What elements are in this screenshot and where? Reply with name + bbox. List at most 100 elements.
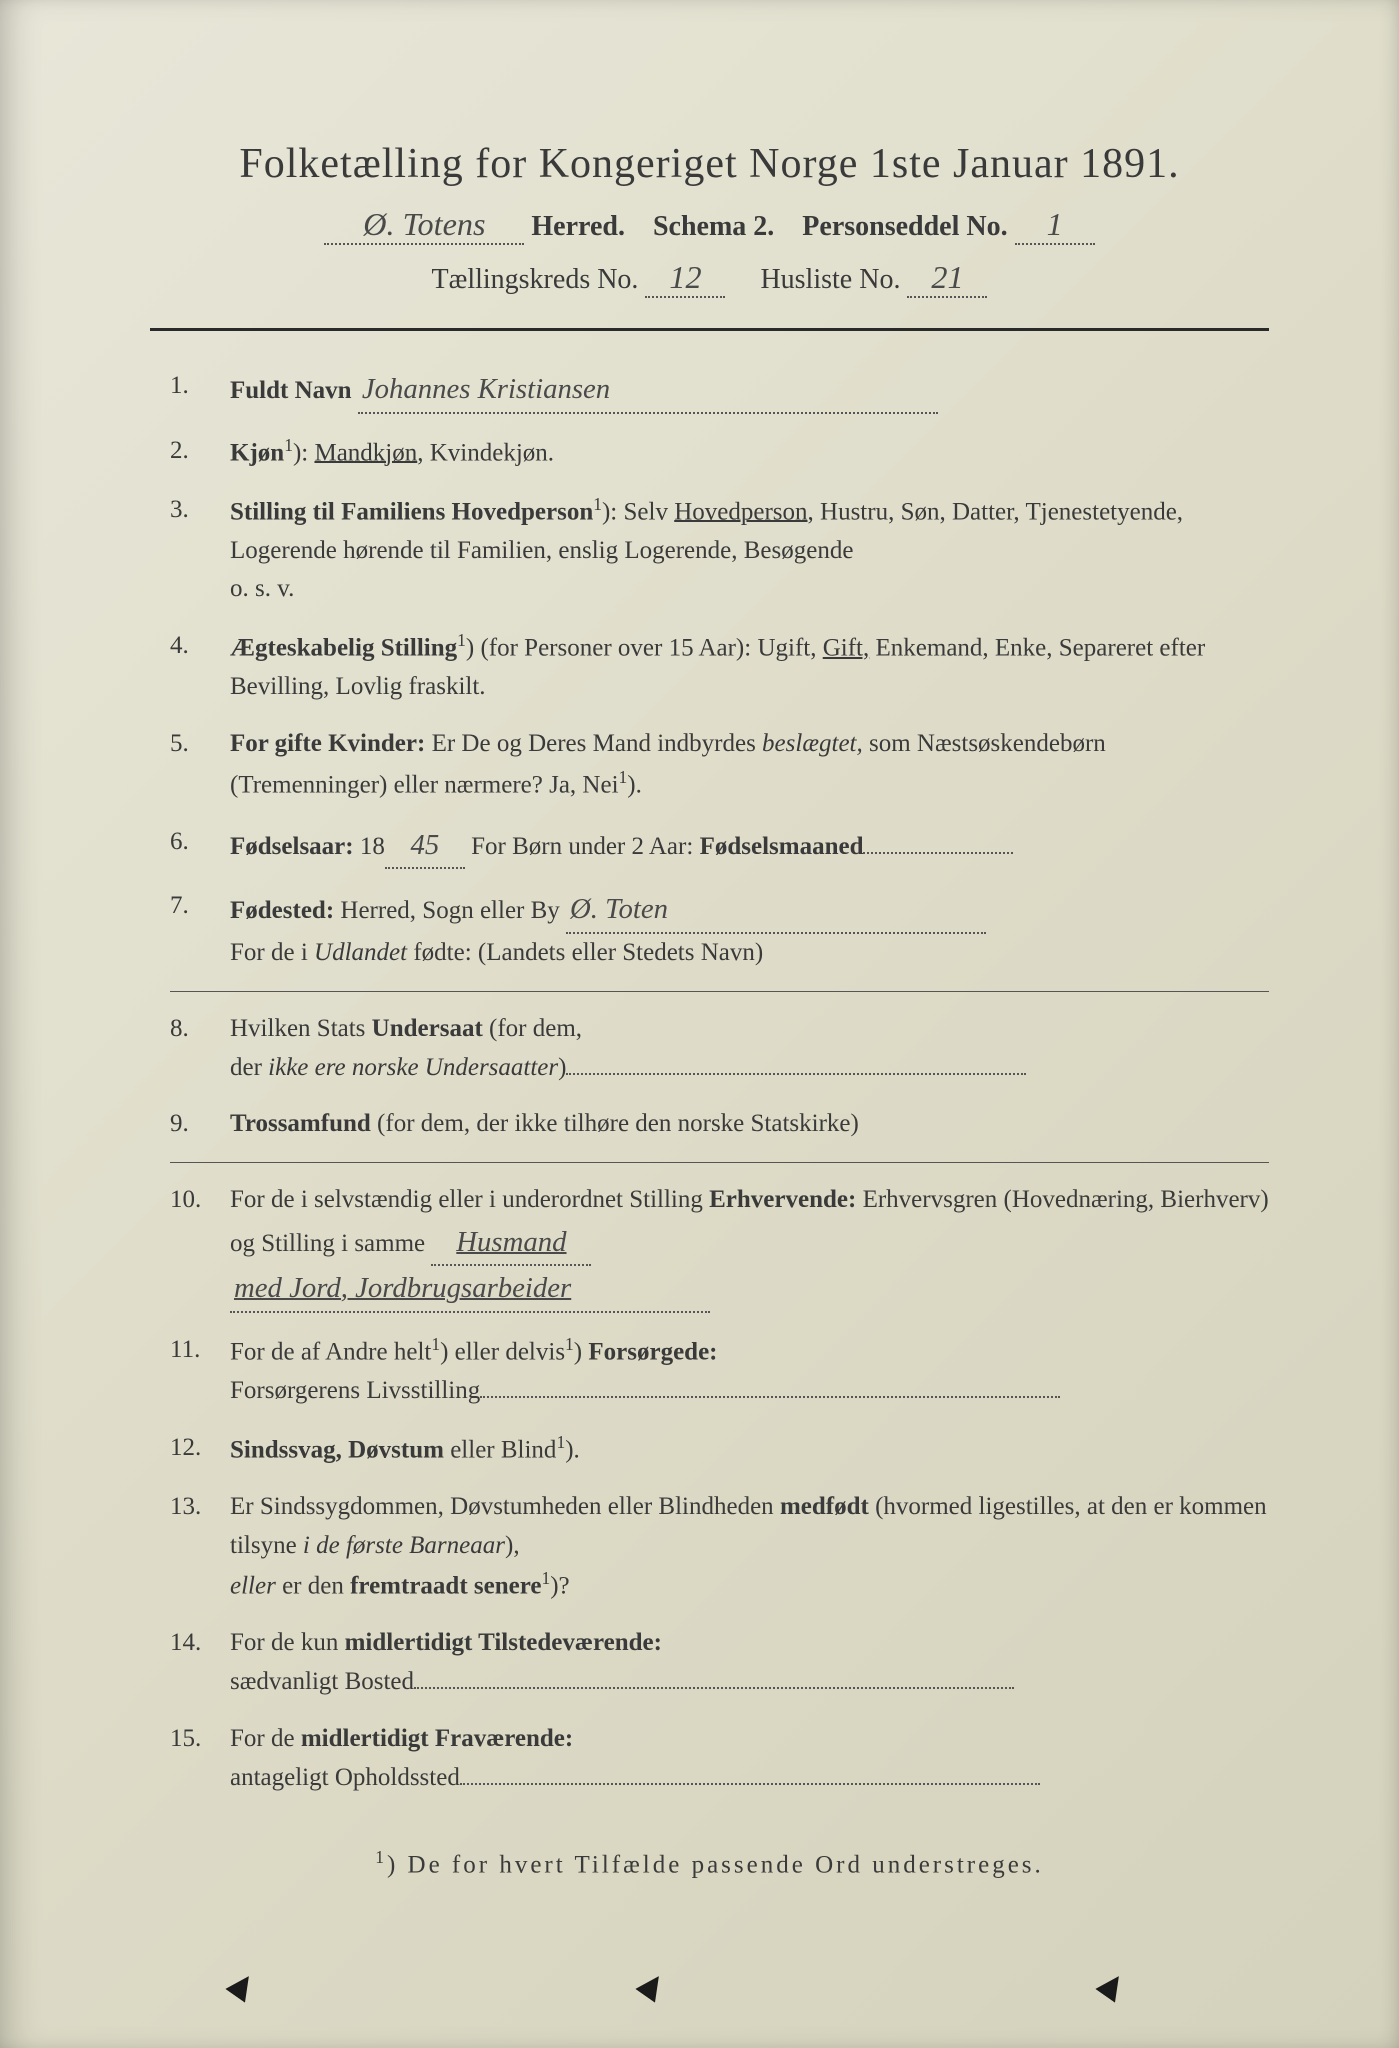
hovedperson: Hovedperson: [674, 498, 807, 525]
label: medfødt: [780, 1493, 869, 1520]
field-label: Undersaat: [372, 1015, 483, 1042]
provider: [480, 1396, 1060, 1398]
item-9: 9. Trossamfund (for dem, der ikke tilhør…: [170, 1105, 1269, 1144]
text: Er De og Deres Mand indbyrdes: [425, 730, 762, 757]
field-label: Fuldt Navn: [230, 377, 352, 404]
text: ) eller delvis: [440, 1338, 565, 1365]
item-num: 5.: [170, 725, 230, 805]
personseddel-no: 1: [1015, 206, 1095, 245]
binding-mark-icon: [1095, 1969, 1128, 2002]
text: For de kun: [230, 1629, 345, 1656]
text: ): [558, 1054, 566, 1081]
gender-female: Kvindekjøn.: [430, 439, 554, 466]
italic: i de første Barneaar: [303, 1532, 505, 1559]
item-body: For de midlertidigt Fraværende: antageli…: [230, 1720, 1269, 1798]
text: sædvanligt Bosted: [230, 1668, 414, 1695]
header-line-2: Ø. Totens Herred. Schema 2. Personseddel…: [150, 206, 1269, 245]
label: fremtraadt senere: [350, 1573, 541, 1600]
item-13: 13. Er Sindssygdommen, Døvstumheden elle…: [170, 1488, 1269, 1607]
field-label: Trossamfund: [230, 1110, 371, 1137]
mid-separator: [170, 991, 1269, 992]
text: ) (for Personer over 15 Aar): Ugift,: [466, 635, 823, 662]
text: antageligt Opholdssted: [230, 1764, 460, 1791]
text: )?: [550, 1573, 569, 1600]
field-label: Sindssvag, Døvstum: [230, 1436, 444, 1463]
item-4: 4. Ægteskabelig Stilling1) (for Personer…: [170, 627, 1269, 707]
text: Herred, Sogn eller By: [334, 897, 560, 924]
field-label: midlertidigt Tilstedeværende:: [345, 1629, 662, 1656]
item-num: 1.: [170, 367, 230, 414]
sup: 1: [457, 630, 466, 650]
whereabouts: [460, 1783, 1040, 1785]
text: (for dem,: [483, 1015, 582, 1042]
item-num: 13.: [170, 1488, 230, 1607]
item-6: 6. Fødselsaar: 1845 For Børn under 2 Aar…: [170, 823, 1269, 870]
text: For de af Andre helt: [230, 1338, 431, 1365]
name-value: Johannes Kristiansen: [358, 367, 938, 414]
item-body: Fødested: Herred, Sogn eller By Ø. Toten…: [230, 887, 1269, 972]
sup: 1: [556, 1432, 565, 1452]
item-num: 15.: [170, 1720, 230, 1798]
citizenship: [566, 1073, 1026, 1075]
binding-mark-icon: [225, 1969, 258, 2002]
item-num: 12.: [170, 1429, 230, 1470]
field-label: Forsørgede:: [588, 1338, 717, 1365]
text: der: [230, 1054, 268, 1081]
item-body: Stilling til Familiens Hovedperson1): Se…: [230, 491, 1269, 610]
item-body: Er Sindssygdommen, Døvstumheden eller Bl…: [230, 1488, 1269, 1607]
item-2: 2. Kjøn1): Mandkjøn, Kvindekjøn.: [170, 432, 1269, 473]
item-num: 3.: [170, 491, 230, 610]
italic: Udlandet: [314, 939, 407, 966]
item-num: 7.: [170, 887, 230, 972]
item-body: Kjøn1): Mandkjøn, Kvindekjøn.: [230, 432, 1269, 473]
osv: o. s. v.: [230, 575, 294, 602]
italic: ikke ere norske Undersaatter: [268, 1054, 558, 1081]
sup: 1: [619, 767, 628, 787]
header-separator: [150, 328, 1269, 331]
item-15: 15. For de midlertidigt Fraværende: anta…: [170, 1720, 1269, 1798]
header-line-3: Tællingskreds No. 12 Husliste No. 21: [150, 259, 1269, 298]
item-body: Fuldt Navn Johannes Kristiansen: [230, 367, 1269, 414]
text: For de i selvstændig eller i underordnet…: [230, 1186, 709, 1213]
item-num: 2.: [170, 432, 230, 473]
item-11: 11. For de af Andre helt1) eller delvis1…: [170, 1331, 1269, 1411]
sep: ,: [417, 439, 430, 466]
sup: 1: [593, 494, 602, 514]
item-7: 7. Fødested: Herred, Sogn eller By Ø. To…: [170, 887, 1269, 972]
item-14: 14. For de kun midlertidigt Tilstedevære…: [170, 1624, 1269, 1702]
field-label: Fødested:: [230, 897, 334, 924]
text: ): Selv: [602, 498, 674, 525]
item-num: 6.: [170, 823, 230, 870]
text: ),: [505, 1532, 520, 1559]
item-body: Hvilken Stats Undersaat (for dem, der ik…: [230, 1010, 1269, 1088]
text: For de: [230, 1725, 301, 1752]
gender-male: Mandkjøn: [314, 439, 417, 466]
item-12: 12. Sindssvag, Døvstum eller Blind1).: [170, 1429, 1269, 1470]
text: Hvilken Stats: [230, 1015, 372, 1042]
usual-residence: [414, 1687, 1014, 1689]
field-label: For gifte Kvinder:: [230, 730, 425, 757]
personseddel-label: Personseddel No.: [802, 211, 1007, 242]
text: fødte: (Landets eller Stedets Navn): [407, 939, 763, 966]
binding-mark-icon: [635, 1969, 668, 2002]
item-body: For de af Andre helt1) eller delvis1) Fo…: [230, 1331, 1269, 1411]
occupation-1: Husmand: [431, 1220, 591, 1267]
field-label: Fødselsaar:: [230, 833, 354, 860]
field-label: Ægteskabelig Stilling: [230, 635, 457, 662]
item-num: 4.: [170, 627, 230, 707]
gift: Gift,: [823, 635, 870, 662]
paren: ):: [293, 439, 308, 466]
form-items: 1. Fuldt Navn Johannes Kristiansen 2. Kj…: [150, 367, 1269, 1797]
text: ).: [627, 771, 642, 798]
herred-value: Ø. Totens: [324, 206, 524, 245]
text: (for dem, der ikke tilhøre den norske St…: [371, 1110, 859, 1137]
census-form-page: Folketælling for Kongeriget Norge 1ste J…: [0, 0, 1399, 2048]
husliste-label: Husliste No.: [760, 264, 900, 295]
main-title: Folketælling for Kongeriget Norge 1ste J…: [150, 140, 1269, 188]
birthplace: Ø. Toten: [566, 887, 986, 934]
sup: 1: [431, 1334, 440, 1354]
husliste-no: 21: [907, 259, 987, 298]
item-5: 5. For gifte Kvinder: Er De og Deres Man…: [170, 725, 1269, 805]
kreds-no: 12: [645, 259, 725, 298]
label: Fødselsmaaned: [700, 833, 864, 860]
